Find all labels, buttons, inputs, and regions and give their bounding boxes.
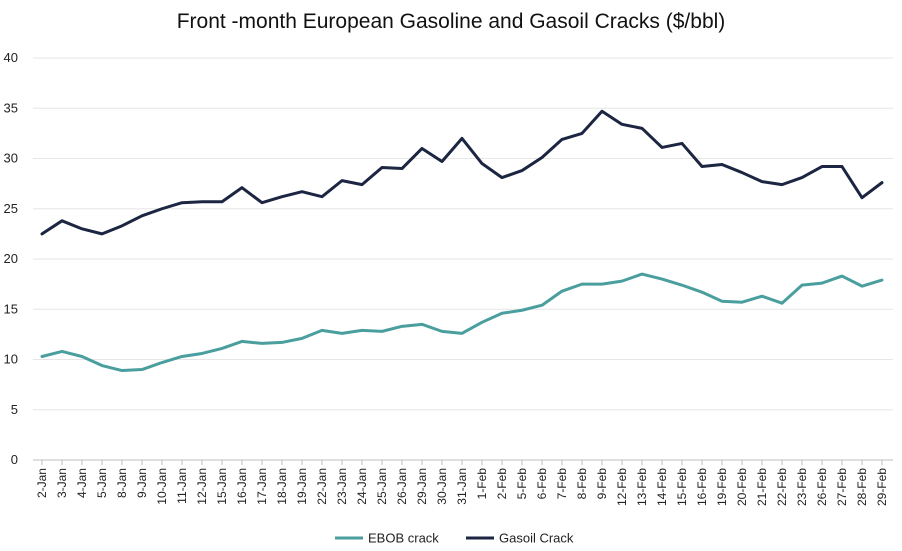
- x-tick-label: 27-Feb: [835, 468, 849, 506]
- x-tick-label: 18-Jan: [275, 468, 289, 505]
- y-tick-label: 15: [4, 301, 18, 316]
- x-tick-label: 2-Jan: [35, 468, 49, 498]
- x-tick-label: 22-Jan: [315, 468, 329, 505]
- y-tick-label: 35: [4, 100, 18, 115]
- series-line-ebob-crack: [40, 272, 884, 373]
- y-tick-label: 20: [4, 251, 18, 266]
- y-axis: 0 5 10 15 20 25 30 35 40: [4, 50, 18, 467]
- y-tick-label: 40: [4, 50, 18, 65]
- legend: EBOB crack Gasoil Crack: [335, 531, 574, 546]
- x-tick-label: 26-Feb: [815, 468, 829, 506]
- legend-label: EBOB crack: [368, 531, 439, 546]
- x-tick-label: 20-Feb: [735, 468, 749, 506]
- x-tick-label: 31-Jan: [455, 468, 469, 505]
- x-tick-label: 7-Feb: [555, 468, 569, 500]
- x-tick-label: 9-Jan: [135, 468, 149, 498]
- x-tick-label: 15-Jan: [215, 468, 229, 505]
- x-tick-label: 23-Jan: [335, 468, 349, 505]
- x-tick-label: 4-Jan: [75, 468, 89, 498]
- x-tick-label: 9-Feb: [595, 468, 609, 500]
- legend-label: Gasoil Crack: [499, 531, 574, 546]
- y-tick-label: 30: [4, 151, 18, 166]
- x-tick-label: 24-Jan: [355, 468, 369, 505]
- series-lines: [40, 109, 884, 373]
- x-tick-label: 14-Feb: [655, 468, 669, 506]
- x-tick-label: 11-Jan: [175, 468, 189, 504]
- x-tick-label: 21-Feb: [755, 468, 769, 506]
- x-tick-label: 29-Jan: [415, 468, 429, 505]
- x-tick-label: 19-Jan: [295, 468, 309, 505]
- gridlines: [33, 57, 893, 461]
- x-axis: 2-Jan 3-Jan 4-Jan 5-Jan 8-Jan 9-Jan 10-Jan 11-J…: [35, 460, 889, 506]
- x-tick-label: 10-Jan: [155, 468, 169, 505]
- x-tick-label: 17-Jan: [255, 468, 269, 505]
- y-tick-label: 5: [11, 402, 18, 417]
- x-tick-label: 6-Feb: [535, 468, 549, 500]
- x-tick-label: 13-Feb: [635, 468, 649, 506]
- x-tick-label: 16-Feb: [695, 468, 709, 506]
- x-tick-label: 26-Jan: [395, 468, 409, 505]
- x-tick-label: 29-Feb: [875, 468, 889, 506]
- x-tick-label: 8-Feb: [575, 468, 589, 500]
- x-tick-label: 19-Feb: [715, 468, 729, 506]
- y-tick-label: 0: [11, 452, 18, 467]
- x-tick-label: 28-Feb: [855, 468, 869, 506]
- x-tick-label: 25-Jan: [375, 468, 389, 505]
- x-tick-label: 30-Jan: [435, 468, 449, 505]
- x-tick-label: 5-Feb: [515, 468, 529, 500]
- x-tick-label: 1-Feb: [475, 468, 489, 500]
- x-tick-label: 8-Jan: [115, 468, 129, 498]
- x-tick-label: 16-Jan: [235, 468, 249, 505]
- x-tick-label: 2-Feb: [495, 468, 509, 500]
- y-tick-label: 10: [4, 352, 18, 367]
- x-tick-label: 22-Feb: [775, 468, 789, 506]
- y-tick-label: 25: [4, 201, 18, 216]
- chart-title: Front -month European Gasoline and Gasoi…: [176, 10, 726, 33]
- x-tick-label: 12-Jan: [195, 468, 209, 505]
- x-tick-label: 15-Feb: [675, 468, 689, 506]
- x-tick-label: 3-Jan: [55, 468, 69, 498]
- x-tick-label: 12-Feb: [615, 468, 629, 506]
- x-tick-label: 23-Feb: [795, 468, 809, 506]
- series-line-gasoil-crack: [40, 109, 884, 236]
- x-tick-label: 5-Jan: [95, 468, 109, 498]
